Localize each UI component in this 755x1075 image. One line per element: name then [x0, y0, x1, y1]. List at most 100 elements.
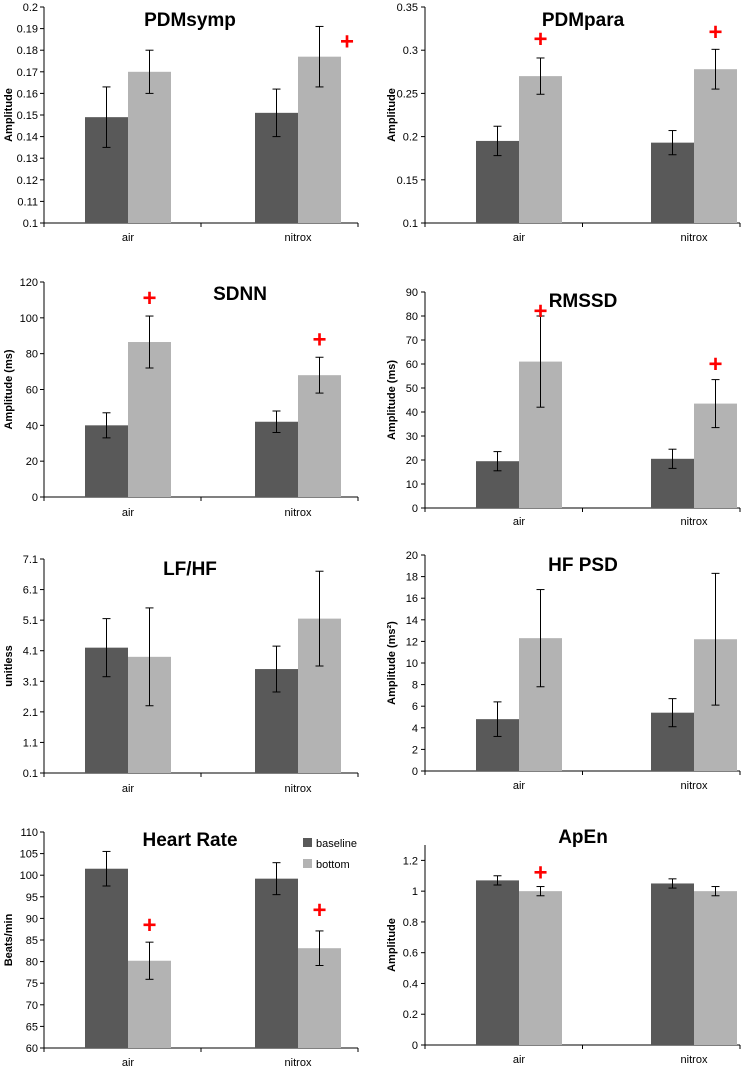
bar-bottom-air: [128, 71, 171, 223]
legend-label-baseline: baseline: [316, 838, 357, 850]
significance-marker: +: [340, 29, 354, 56]
bar-bottom-nitrox: [298, 375, 341, 497]
category-label: nitrox: [285, 232, 312, 244]
y-tick-label: 14: [406, 615, 418, 627]
y-tick-label: 0.1: [23, 768, 38, 780]
y-tick-label: 16: [406, 593, 418, 605]
y-tick-label: 4: [412, 723, 418, 735]
legend-swatch-baseline: [303, 838, 312, 847]
y-tick-label: 0.1: [403, 218, 418, 230]
y-axis-label: Amplitude: [386, 918, 398, 972]
chart-rmssd: 0 10 20 30 40 50 60 70 80 90 air nitrox RMSSD Amplitu…: [386, 287, 741, 528]
y-tick-label: 1.1: [23, 737, 38, 749]
y-tick-label: 0.12: [17, 175, 38, 187]
y-axis-label: Amplitude (ms): [386, 360, 398, 440]
y-tick-label: 0.19: [17, 24, 38, 36]
y-tick-label: 0.1: [23, 218, 38, 230]
y-tick-label: 0.11: [17, 196, 38, 208]
significance-marker: +: [708, 351, 722, 378]
bar-baseline-air: [85, 868, 128, 1048]
legend-label-bottom: bottom: [316, 859, 350, 871]
chart-pdmsymp: 0.1 0.11 0.12 0.13 0.14 0.15 0.16 0.17 0.18 0.19 0…: [3, 2, 359, 244]
y-tick-label: 0.15: [17, 110, 38, 122]
significance-marker: +: [312, 326, 326, 353]
y-tick-label: 30: [406, 431, 418, 443]
significance-marker: +: [142, 912, 156, 939]
y-axis-label: Amplitude (ms²): [386, 621, 398, 705]
y-tick-label: 80: [26, 957, 38, 969]
bar-bottom-nitrox: [694, 891, 737, 1045]
y-tick-label: 10: [406, 658, 418, 670]
y-tick-label: 90: [26, 913, 38, 925]
y-tick-label: 0: [32, 492, 38, 504]
y-tick-label: 0: [412, 1040, 418, 1052]
y-tick-label: 0.2: [23, 2, 38, 14]
y-tick-label: 20: [26, 456, 38, 468]
bar-baseline-nitrox: [255, 878, 298, 1048]
category-label: air: [122, 232, 135, 244]
y-tick-label: 1.2: [403, 855, 418, 867]
chart-title: Heart Rate: [142, 830, 237, 851]
y-tick-label: 1: [412, 886, 418, 898]
bar-bottom-air: [519, 891, 562, 1045]
y-tick-label: 90: [406, 287, 418, 299]
significance-marker: +: [533, 26, 547, 53]
y-tick-label: 0.15: [397, 175, 418, 187]
y-tick-label: 40: [26, 420, 38, 432]
y-tick-label: 10: [406, 479, 418, 491]
y-tick-label: 0.35: [397, 2, 418, 14]
y-tick-label: 100: [20, 313, 38, 325]
chart-title: HF PSD: [548, 555, 618, 576]
chart-title: RMSSD: [549, 291, 618, 312]
y-axis-label: unitless: [3, 645, 15, 687]
legend: baseline bottom: [303, 838, 357, 871]
bar-baseline-nitrox: [255, 421, 298, 497]
category-label: nitrox: [681, 780, 708, 792]
y-tick-label: 95: [26, 892, 38, 904]
y-tick-label: 18: [406, 572, 418, 584]
y-axis-label: Amplitude: [3, 88, 15, 142]
chart-heartrate: 60 65 70 75 80 85 90 95 100 105 110 air nitrox Heart …: [3, 827, 359, 1069]
chart-apen: 0 0.2 0.4 0.6 0.8 1 1.2 air nitrox ApEn Amplitude +: [386, 827, 741, 1066]
y-tick-label: 8: [412, 680, 418, 692]
y-tick-label: 0.2: [403, 132, 418, 144]
bar-bottom-air: [519, 76, 562, 224]
y-tick-label: 0.8: [403, 917, 418, 929]
y-tick-label: 6: [412, 701, 418, 713]
y-tick-label: 70: [406, 335, 418, 347]
y-tick-label: 50: [406, 383, 418, 395]
y-tick-label: 0: [412, 766, 418, 778]
category-label: air: [513, 232, 526, 244]
y-tick-label: 0.25: [397, 88, 418, 100]
y-tick-label: 40: [406, 407, 418, 419]
y-tick-label: 0.2: [403, 1009, 418, 1021]
y-tick-label: 70: [26, 1000, 38, 1012]
y-tick-label: 85: [26, 935, 38, 947]
bar-baseline-nitrox: [651, 142, 694, 223]
y-tick-label: 60: [26, 1043, 38, 1055]
y-tick-label: 0.14: [17, 132, 38, 144]
y-tick-label: 0.6: [403, 948, 418, 960]
bar-baseline-air: [476, 880, 519, 1045]
y-tick-label: 5.1: [23, 615, 38, 627]
y-tick-label: 2.1: [23, 707, 38, 719]
category-label: air: [513, 1054, 526, 1066]
y-tick-label: 60: [26, 385, 38, 397]
chart-pdmpara: 0.1 0.15 0.2 0.25 0.3 0.35 air nitrox PDMpara Amp…: [386, 2, 741, 244]
y-tick-label: 100: [20, 870, 38, 882]
chart-title: ApEn: [558, 827, 608, 848]
y-tick-label: 3.1: [23, 676, 38, 688]
significance-marker: +: [533, 860, 547, 887]
category-label: nitrox: [285, 507, 312, 519]
y-tick-label: 60: [406, 359, 418, 371]
significance-marker: +: [142, 285, 156, 312]
category-label: air: [122, 507, 135, 519]
category-label: nitrox: [681, 232, 708, 244]
chart-title: PDMsymp: [144, 10, 236, 31]
legend-swatch-bottom: [303, 859, 312, 868]
y-tick-label: 0.3: [403, 45, 418, 57]
chart-title: LF/HF: [163, 559, 217, 580]
category-label: air: [513, 780, 526, 792]
